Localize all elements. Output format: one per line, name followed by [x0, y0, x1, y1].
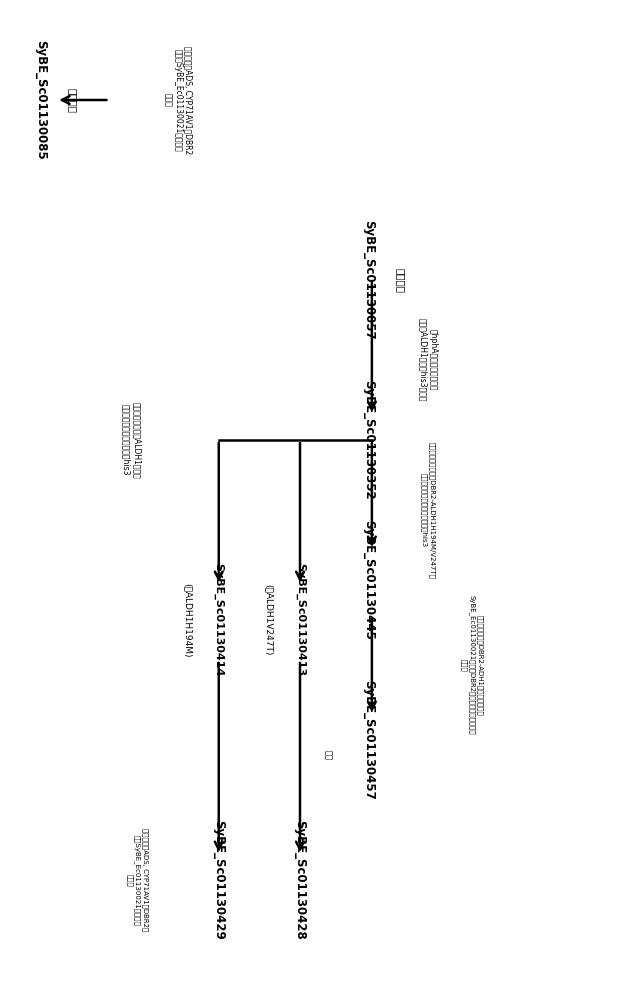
Text: SyBE_Sc01130413: SyBE_Sc01130413	[295, 563, 305, 677]
Text: 同右: 同右	[324, 750, 332, 760]
Text: SyBE_Sc01130428: SyBE_Sc01130428	[294, 820, 306, 940]
Text: 将负责表达ADS, CYP71AV1及DBR2
的质粒SyBE_Ec01130021导入酿酒
酵母中: 将负责表达ADS, CYP71AV1及DBR2 的质粒SyBE_Ec011300…	[163, 46, 193, 154]
Text: SyBE_Sc01130429: SyBE_Sc01130429	[213, 820, 225, 940]
Text: (含ALDH1V247T): (含ALDH1V247T)	[264, 584, 273, 656]
Text: 将负责表达融合蛋白DBR2-ALDH1H194M/V247T的
模块整合到靶基因组上，标签为his3: 将负责表达融合蛋白DBR2-ALDH1H194M/V247T的 模块整合到靶基因…	[421, 442, 435, 578]
Text: SyBE_Sc01130445: SyBE_Sc01130445	[362, 520, 375, 640]
Text: SyBE_Sc01130414: SyBE_Sc01130414	[214, 563, 224, 677]
Text: SyBE_Sc01130085: SyBE_Sc01130085	[34, 40, 47, 160]
Text: 将表达融合蛋白DBR2-ADH1的模块替换质粒
SyBE_Ec01130021上表达DBR2的序列，然后导入酿酒
酵母中: 将表达融合蛋白DBR2-ADH1的模块替换质粒 SyBE_Ec01130021上…	[461, 595, 483, 735]
Text: 用hphA标签酶整合在基因
组上的ALDH1基因及his3标签。: 用hphA标签酶整合在基因 组上的ALDH1基因及his3标签。	[418, 318, 438, 402]
Text: SyBE_Sc01130352: SyBE_Sc01130352	[362, 380, 375, 500]
Text: SyBE_Sc01130457: SyBE_Sc01130457	[362, 680, 375, 800]
Text: 将负责表达ADS, CYP71AV1及DBR2的
质粒SyBE_Ec01130021导入酿酒
酵母中: 将负责表达ADS, CYP71AV1及DBR2的 质粒SyBE_Ec011300…	[126, 828, 149, 932]
Text: 出发菌株: 出发菌株	[395, 267, 405, 292]
Text: SyBE_Sc01130057: SyBE_Sc01130057	[362, 220, 375, 340]
Text: (含ALDH1H194M): (含ALDH1H194M)	[183, 583, 192, 657]
Text: 对照菌株: 对照菌株	[67, 88, 77, 112]
Text: 将负责表达突变的ALDH1的模块
整合到靶基因组上，标签为his3: 将负责表达突变的ALDH1的模块 整合到靶基因组上，标签为his3	[121, 402, 141, 478]
